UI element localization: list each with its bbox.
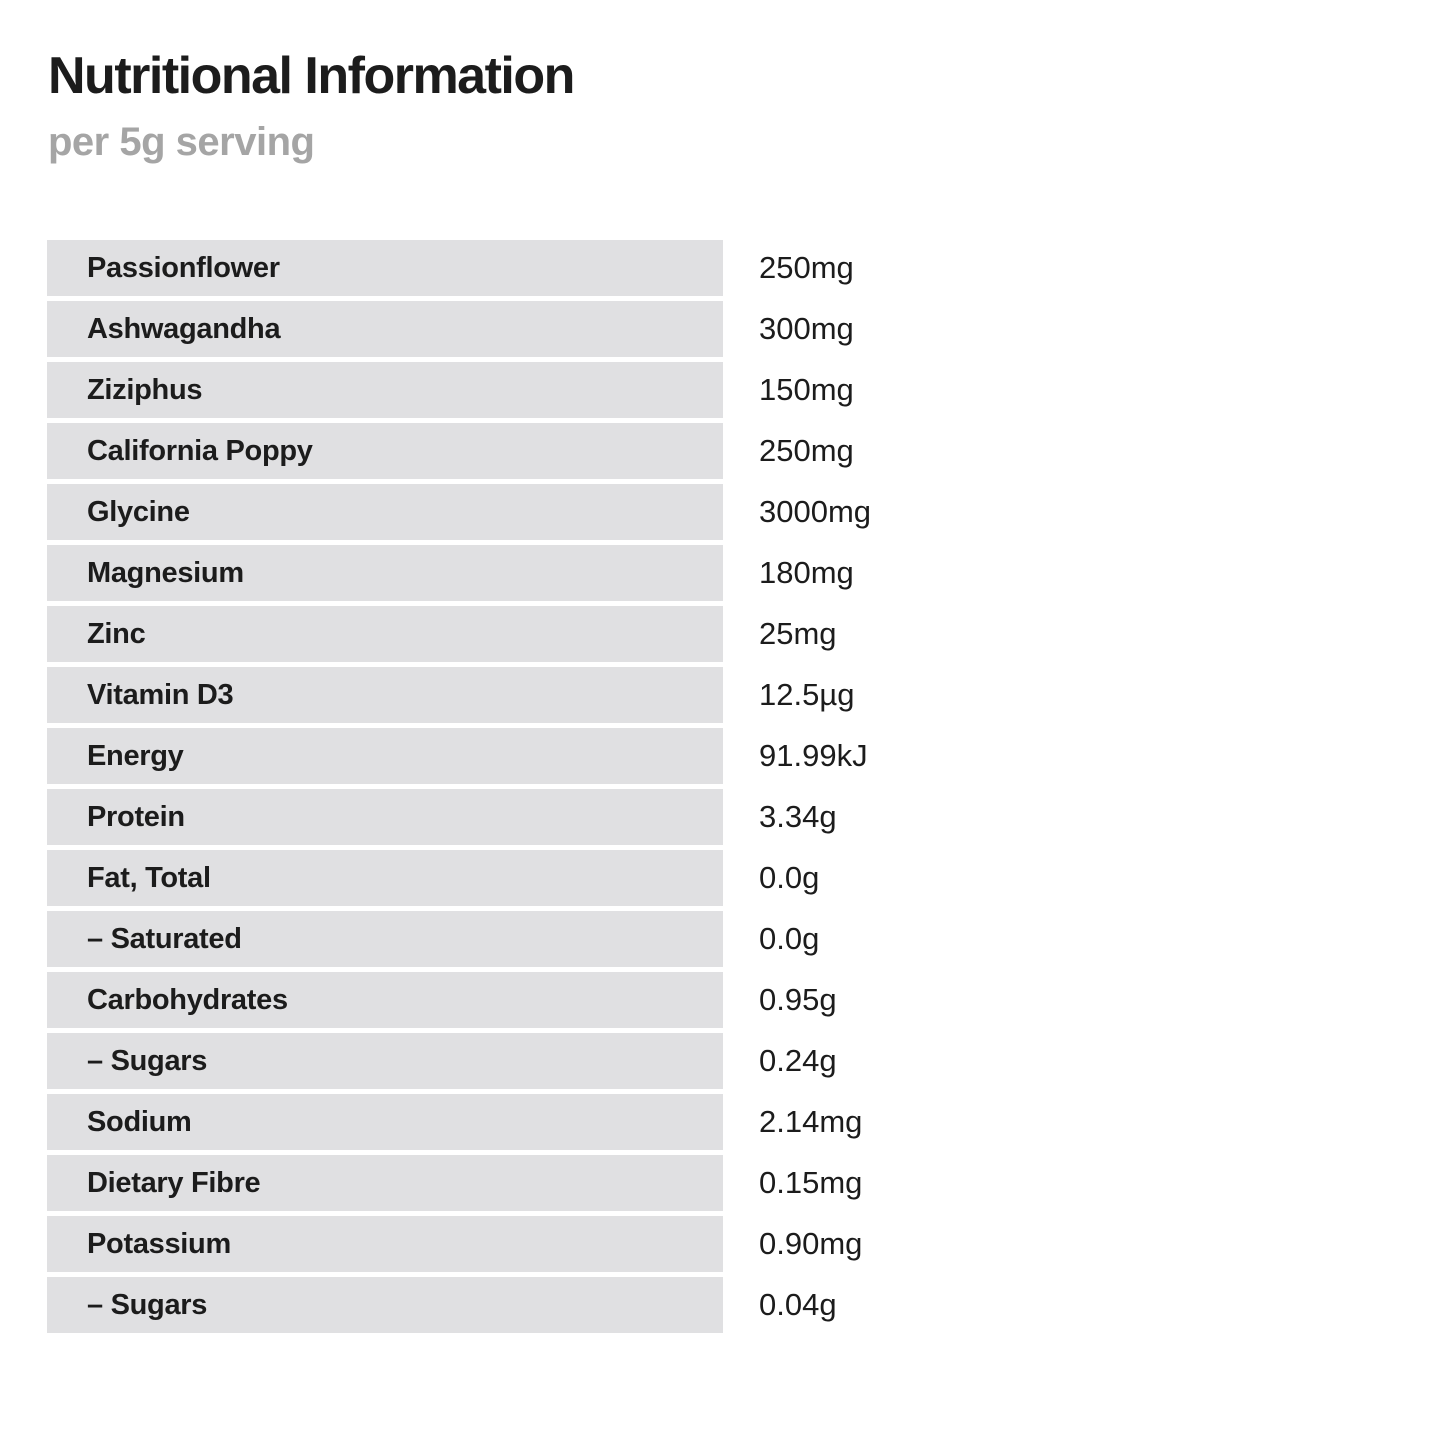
nutrient-name-cell: Zinc <box>47 606 723 662</box>
nutrient-name: California Poppy <box>87 434 313 467</box>
table-row: Ziziphus 150mg <box>47 362 1445 418</box>
nutrient-name-cell: Sodium <box>47 1094 723 1150</box>
table-row: Potassium 0.90mg <box>47 1216 1445 1272</box>
nutrient-name: Energy <box>87 739 184 772</box>
nutrient-name: Glycine <box>87 495 190 528</box>
table-row: Zinc 25mg <box>47 606 1445 662</box>
nutrient-name-cell: Potassium <box>47 1216 723 1272</box>
nutrient-value: 0.90mg <box>759 1226 863 1261</box>
nutrient-name-cell: Fat, Total <box>47 850 723 906</box>
nutrient-name-cell: Dietary Fibre <box>47 1155 723 1211</box>
table-row: Ashwagandha 300mg <box>47 301 1445 357</box>
table-row: – Sugars 0.04g <box>47 1277 1445 1333</box>
nutrient-name-cell: Carbohydrates <box>47 972 723 1028</box>
nutrient-value: 0.24g <box>759 1043 837 1078</box>
nutrient-name-cell: – Saturated <box>47 911 723 967</box>
nutrient-value: 250mg <box>759 250 854 285</box>
nutrient-name: Carbohydrates <box>87 983 288 1016</box>
nutrient-value: 25mg <box>759 616 837 651</box>
table-row: – Saturated 0.0g <box>47 911 1445 967</box>
nutrient-name-cell: Protein <box>47 789 723 845</box>
table-row: Passionflower 250mg <box>47 240 1445 296</box>
nutrient-value: 180mg <box>759 555 854 590</box>
table-row: Glycine 3000mg <box>47 484 1445 540</box>
nutrient-value: 300mg <box>759 311 854 346</box>
nutrient-name-cell: Passionflower <box>47 240 723 296</box>
nutrient-name-cell: California Poppy <box>47 423 723 479</box>
nutrient-name-cell: Ashwagandha <box>47 301 723 357</box>
nutrition-info-panel: Nutritional Information per 5g serving P… <box>0 50 1445 1445</box>
nutrient-name-cell: Vitamin D3 <box>47 667 723 723</box>
nutrient-name: Ashwagandha <box>87 312 281 345</box>
table-row: – Sugars 0.24g <box>47 1033 1445 1089</box>
nutrition-table: Passionflower 250mg Ashwagandha 300mg Zi… <box>47 240 1445 1333</box>
nutrient-name: Fat, Total <box>87 861 211 894</box>
nutrient-name: Dietary Fibre <box>87 1166 261 1199</box>
nutrient-value: 0.15mg <box>759 1165 863 1200</box>
nutrient-value: 0.0g <box>759 921 820 956</box>
nutrient-name: Vitamin D3 <box>87 678 234 711</box>
nutrient-value: 91.99kJ <box>759 738 868 773</box>
nutrient-value: 250mg <box>759 433 854 468</box>
nutrient-value: 0.95g <box>759 982 837 1017</box>
nutrient-name: Protein <box>87 800 185 833</box>
table-row: Magnesium 180mg <box>47 545 1445 601</box>
nutrient-name: Passionflower <box>87 251 280 284</box>
table-row: Vitamin D3 12.5µg <box>47 667 1445 723</box>
table-row: Protein 3.34g <box>47 789 1445 845</box>
nutrient-name: Zinc <box>87 617 146 650</box>
nutrient-value: 12.5µg <box>759 677 855 712</box>
nutrient-name-cell: Ziziphus <box>47 362 723 418</box>
nutrient-name: Potassium <box>87 1227 231 1260</box>
nutrient-name: Sodium <box>87 1105 192 1138</box>
nutrient-name: – Sugars <box>87 1044 208 1077</box>
nutrient-name-cell: Magnesium <box>47 545 723 601</box>
nutrient-name-cell: – Sugars <box>47 1277 723 1333</box>
nutrient-name: Magnesium <box>87 556 244 589</box>
nutrient-name: – Sugars <box>87 1288 208 1321</box>
table-row: Carbohydrates 0.95g <box>47 972 1445 1028</box>
nutrient-name-cell: Energy <box>47 728 723 784</box>
nutrient-value: 0.04g <box>759 1287 837 1322</box>
table-row: Fat, Total 0.0g <box>47 850 1445 906</box>
nutrient-value: 2.14mg <box>759 1104 863 1139</box>
nutrient-value: 3000mg <box>759 494 872 529</box>
table-row: Sodium 2.14mg <box>47 1094 1445 1150</box>
nutrient-name-cell: Glycine <box>47 484 723 540</box>
nutrient-name-cell: – Sugars <box>47 1033 723 1089</box>
nutrient-name: – Saturated <box>87 922 242 955</box>
serving-size-subtitle: per 5g serving <box>48 120 315 164</box>
nutrient-name: Ziziphus <box>87 373 203 406</box>
table-row: California Poppy 250mg <box>47 423 1445 479</box>
table-row: Energy 91.99kJ <box>47 728 1445 784</box>
page-title: Nutritional Information <box>48 47 575 105</box>
nutrient-value: 3.34g <box>759 799 837 834</box>
table-row: Dietary Fibre 0.15mg <box>47 1155 1445 1211</box>
nutrient-value: 150mg <box>759 372 854 407</box>
nutrient-value: 0.0g <box>759 860 820 895</box>
